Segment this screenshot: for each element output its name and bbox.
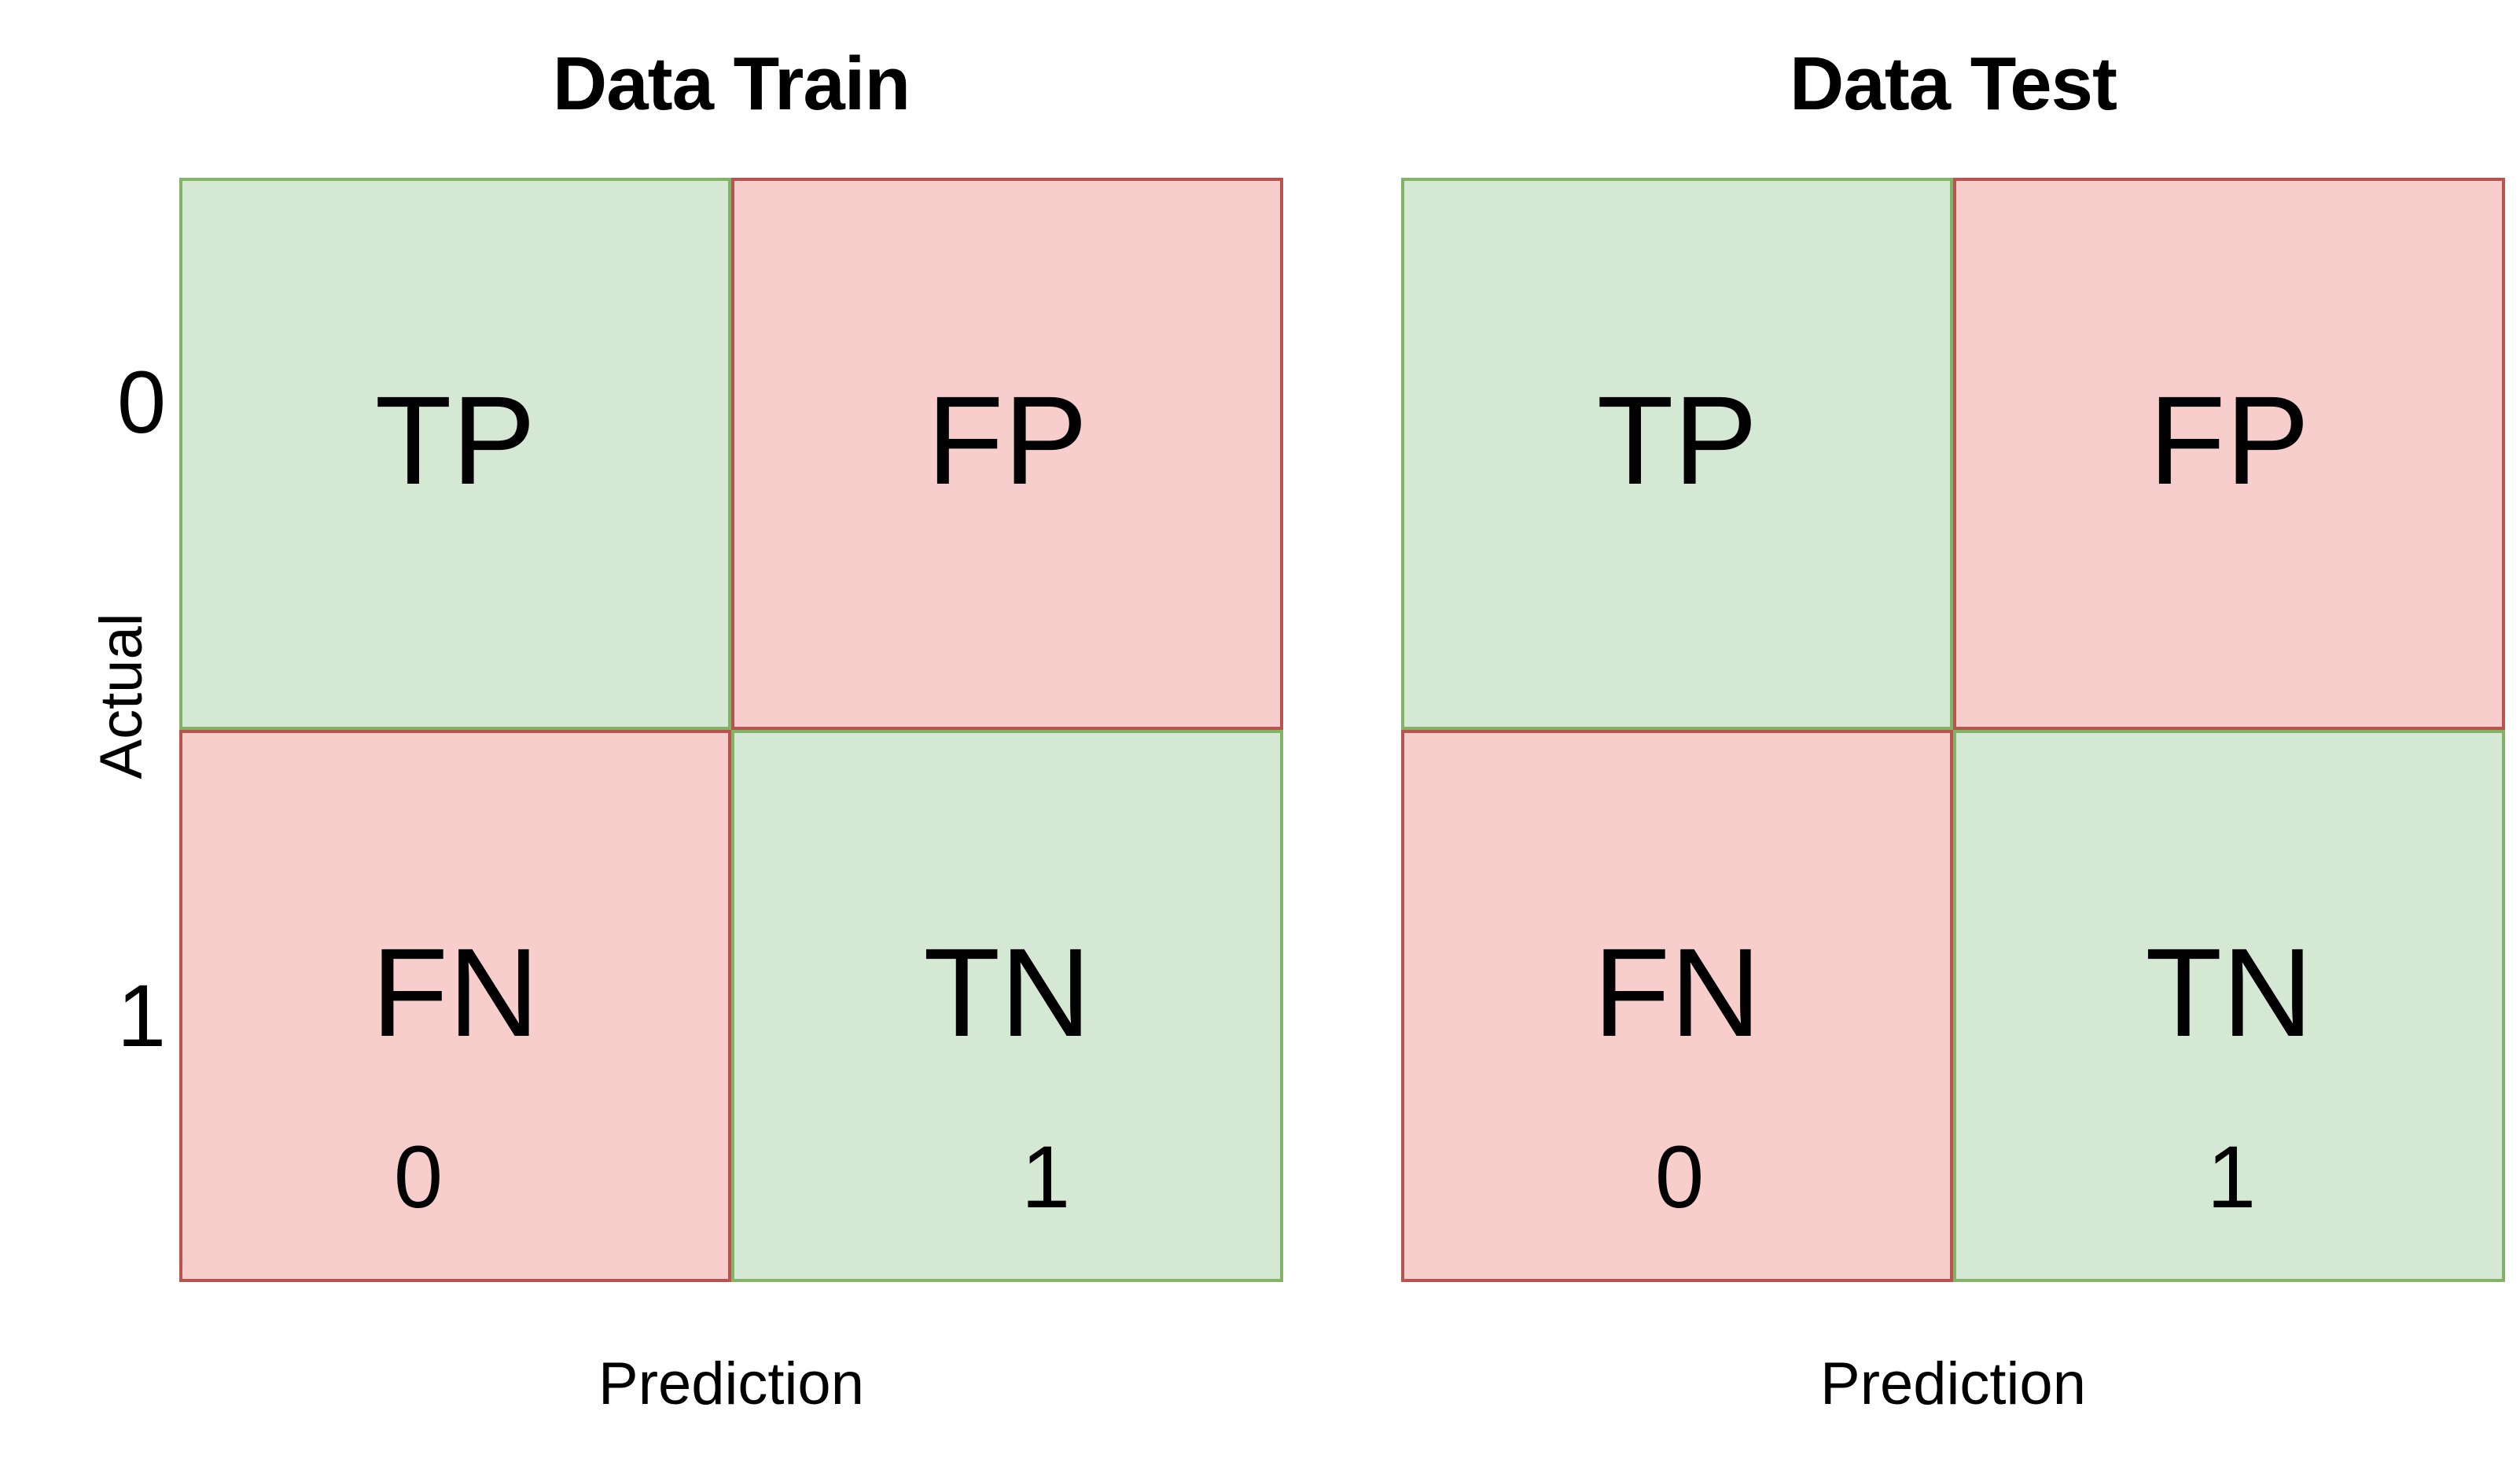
test-x-axis-label: Prediction — [1820, 1350, 2086, 1417]
train-cell-tp: TP — [179, 178, 731, 730]
test-confusion-matrix-panel: Data Test TP FP FN 0 TN 1 Prediction — [1223, 0, 2505, 1459]
train-cell-tn-label: TN — [923, 922, 1091, 1063]
train-matrix-grid: TP FP FN 0 TN 1 — [179, 178, 1283, 1282]
train-cell-fn-label: FN — [371, 922, 539, 1063]
train-cell-tp-label: TP — [374, 370, 536, 510]
train-y-axis-label: Actual — [88, 613, 155, 779]
train-panel-title: Data Train — [552, 42, 911, 126]
train-x-axis-label: Prediction — [598, 1350, 864, 1417]
test-cell-fp: FP — [1953, 178, 2505, 730]
train-cell-fn: FN 0 — [179, 730, 731, 1282]
test-panel-title: Data Test — [1789, 42, 2117, 126]
test-cell-fp-label: FP — [2148, 370, 2310, 510]
train-row-tick-1: 1 — [116, 967, 167, 1065]
train-cell-fp: FP — [731, 178, 1283, 730]
train-row-tick-0: 0 — [116, 353, 167, 451]
train-cell-fp-label: FP — [926, 370, 1088, 510]
train-cell-tn: TN 1 — [731, 730, 1283, 1282]
test-cell-tn: TN 1 — [1953, 730, 2505, 1282]
test-cell-fn-label: FN — [1593, 922, 1761, 1063]
test-cell-tp-label: TP — [1596, 370, 1758, 510]
test-matrix-grid: TP FP FN 0 TN 1 — [1401, 178, 2505, 1282]
train-confusion-matrix-panel: Data Train 0 1 Actual TP FP FN 0 TN 1 Pr… — [0, 0, 1283, 1459]
train-col-tick-1: 1 — [1021, 1128, 1071, 1226]
test-cell-fn: FN 0 — [1401, 730, 1953, 1282]
test-col-tick-1: 1 — [2206, 1128, 2257, 1226]
test-cell-tn-label: TN — [2145, 922, 2313, 1063]
train-col-tick-0: 0 — [393, 1128, 443, 1226]
test-col-tick-0: 0 — [1654, 1128, 1705, 1226]
test-cell-tp: TP — [1401, 178, 1953, 730]
